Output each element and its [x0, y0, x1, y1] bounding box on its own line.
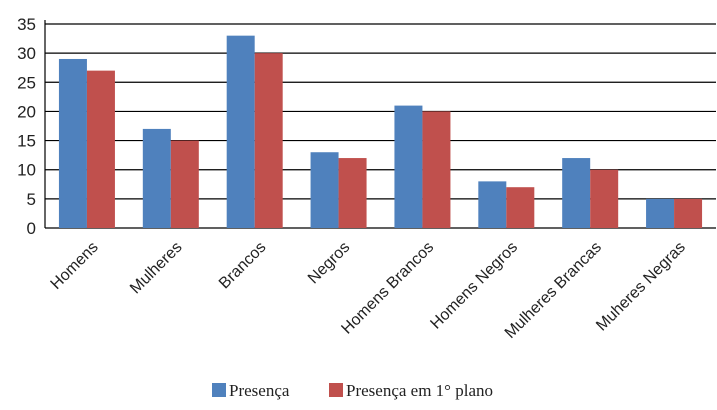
- x-tick-label: Homens: [48, 239, 102, 293]
- x-tick-label: Muheres Negras: [593, 239, 689, 335]
- bar-presenca: [310, 152, 339, 228]
- bar-presenca: [58, 58, 87, 228]
- bar-presenca: [394, 105, 423, 228]
- bar-presenca: [142, 128, 171, 228]
- y-tick-label: 25: [17, 73, 36, 92]
- y-tick-label: 30: [17, 44, 36, 63]
- legend-label: Presença em 1° plano: [346, 381, 493, 400]
- y-tick-label: 15: [17, 132, 36, 151]
- legend-swatch: [329, 383, 343, 397]
- bar-presenca: [478, 181, 507, 228]
- bar-presenca-primeiro-plano: [86, 70, 115, 228]
- bar-presenca: [226, 35, 255, 229]
- y-tick-label: 5: [27, 190, 36, 209]
- bars: [58, 35, 703, 229]
- x-tick-label: Brancos: [216, 239, 270, 293]
- y-tick-label: 35: [17, 15, 36, 34]
- bar-presenca: [646, 198, 675, 228]
- x-tick-label: Homens Brancos: [338, 239, 437, 338]
- y-tick-label: 0: [27, 219, 36, 238]
- bar-presenca-primeiro-plano: [674, 198, 703, 228]
- legend: Presença Presença em 1° plano: [212, 381, 493, 400]
- x-tick-label: Negros: [305, 239, 353, 287]
- bar-presenca-primeiro-plano: [338, 158, 367, 228]
- bar-presenca-primeiro-plano: [170, 140, 199, 228]
- legend-swatch: [212, 383, 226, 397]
- bar-presenca: [562, 158, 591, 228]
- bar-presenca-primeiro-plano: [506, 187, 535, 228]
- legend-label: Presença: [229, 381, 290, 400]
- y-tick-label: 20: [17, 102, 36, 121]
- bar-presenca-primeiro-plano: [254, 53, 283, 229]
- x-tick-label: Mulheres: [127, 239, 186, 298]
- bar-presenca-primeiro-plano: [590, 169, 619, 228]
- y-tick-label: 10: [17, 161, 36, 180]
- x-tick-label: Homens Negros: [427, 239, 521, 333]
- bar-presenca-primeiro-plano: [422, 111, 451, 228]
